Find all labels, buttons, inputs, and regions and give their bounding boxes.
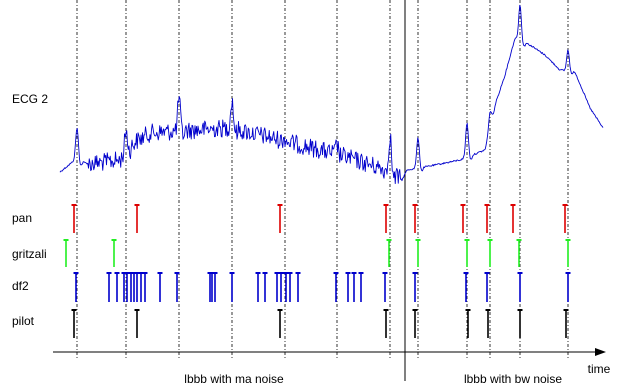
df2-mark-8	[138, 272, 144, 302]
df2-mark-22	[295, 272, 301, 302]
df2-mark-6	[131, 272, 137, 302]
df2-mark-25	[351, 272, 357, 302]
pan-mark-3	[383, 204, 389, 233]
x-axis-label: time	[588, 362, 611, 376]
pilot-mark-1	[134, 309, 140, 338]
df2-mark-27	[382, 272, 388, 302]
df2-mark-10	[157, 272, 163, 302]
gritzali-mark-1	[111, 239, 117, 267]
pan-mark-5	[460, 204, 466, 233]
df2-mark-32	[565, 272, 571, 302]
series-label-gritzali: gritzali	[12, 247, 47, 261]
series-label-pilot: pilot	[12, 314, 35, 328]
df2-mark-5	[128, 272, 134, 302]
df2-mark-2	[114, 272, 120, 302]
df2-mark-31	[517, 272, 523, 302]
pilot-mark-2	[277, 309, 283, 338]
df2-mark-0	[73, 272, 79, 302]
df2-mark-9	[142, 272, 148, 302]
df2-mark-19	[278, 272, 284, 302]
gritzali-mark-7	[565, 239, 571, 267]
df2-mark-24	[345, 272, 351, 302]
gritzali-mark-4	[464, 239, 470, 267]
pan-mark-7	[510, 204, 516, 233]
pilot-mark-7	[517, 309, 523, 338]
df2-mark-20	[283, 272, 289, 302]
df2-mark-21	[287, 272, 293, 302]
pilot-mark-8	[563, 309, 569, 338]
df2-mark-11	[174, 272, 180, 302]
pan-mark-0	[71, 204, 77, 233]
gritzali-mark-0	[63, 239, 69, 267]
df2-mark-29	[463, 272, 469, 302]
gritzali-mark-2	[386, 239, 392, 267]
beat-guide-lines	[76, 0, 569, 360]
gritzali-mark-3	[415, 239, 421, 267]
df2-mark-18	[274, 272, 280, 302]
df2-mark-30	[484, 272, 490, 302]
df2-mark-28	[412, 272, 418, 302]
pilot-mark-4	[412, 309, 418, 338]
ecg-2-label: ECG 2	[12, 92, 48, 106]
detector-marks	[63, 204, 571, 338]
time-axis-arrowhead	[595, 348, 606, 356]
series-label-df2: df2	[12, 279, 29, 293]
pan-mark-8	[562, 204, 568, 233]
gritzali-mark-6	[516, 239, 522, 267]
pan-mark-4	[412, 204, 418, 233]
df2-mark-7	[134, 272, 140, 302]
pilot-mark-3	[383, 309, 389, 338]
df2-mark-1	[106, 272, 112, 302]
df2-mark-17	[262, 272, 268, 302]
df2-mark-23	[333, 272, 339, 302]
segment-label-ma-noise: lbbb with ma noise	[184, 372, 284, 386]
pilot-mark-6	[485, 309, 491, 338]
pan-mark-1	[134, 204, 140, 233]
segment-label-bw-noise: lbbb with bw noise	[464, 372, 562, 386]
df2-mark-4	[124, 272, 130, 302]
pilot-mark-5	[465, 309, 471, 338]
df2-mark-15	[229, 272, 235, 302]
series-label-pan: pan	[12, 211, 32, 225]
df2-mark-26	[358, 272, 364, 302]
pan-mark-6	[484, 204, 490, 233]
df2-mark-16	[255, 272, 261, 302]
ecg-2-trace	[59, 4, 604, 184]
pilot-mark-0	[71, 309, 77, 338]
pan-mark-2	[277, 204, 283, 233]
gritzali-mark-5	[487, 239, 493, 267]
df2-mark-14	[212, 272, 218, 302]
